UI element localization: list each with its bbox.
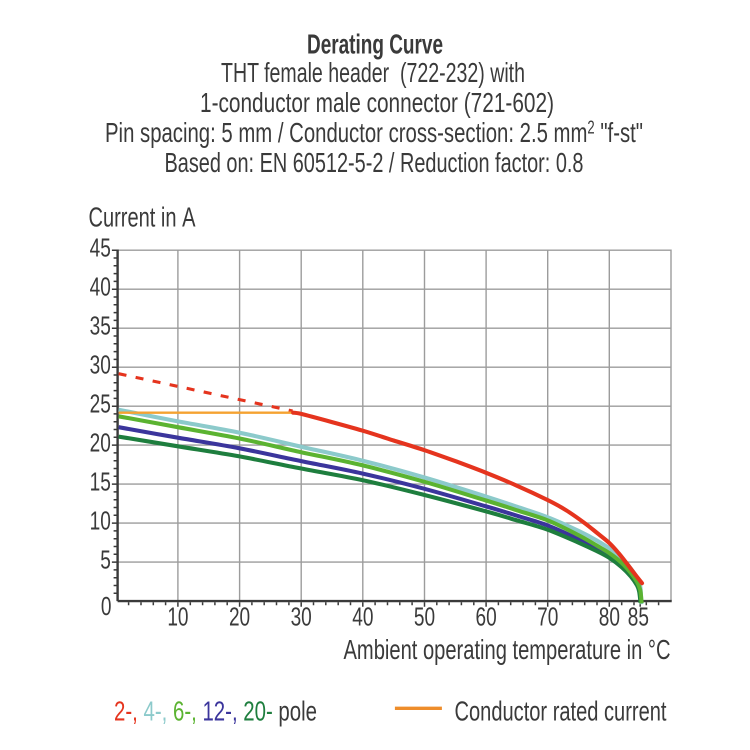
svg-text:60: 60 [475, 603, 496, 631]
svg-text:10: 10 [167, 603, 188, 631]
svg-text:15: 15 [90, 469, 111, 497]
svg-text:40: 40 [352, 603, 373, 631]
svg-text:50: 50 [414, 603, 435, 631]
svg-text:20: 20 [90, 430, 111, 458]
svg-text:70: 70 [537, 603, 558, 631]
svg-text:80: 80 [599, 603, 620, 631]
svg-text:2-, 4-, 6-, 12-, 20- pole: 2-, 4-, 6-, 12-, 20- pole [114, 695, 317, 726]
svg-text:85: 85 [628, 603, 649, 631]
svg-text:Derating Curve: Derating Curve [307, 28, 443, 59]
svg-text:Conductor rated current: Conductor rated current [455, 695, 667, 726]
svg-text:Current in A: Current in A [89, 201, 196, 232]
svg-text:20: 20 [229, 603, 250, 631]
svg-text:1-conductor male connector (72: 1-conductor male connector (721-602) [200, 87, 554, 118]
svg-text:45: 45 [90, 235, 111, 263]
svg-text:40: 40 [90, 274, 111, 302]
svg-text:Based on: EN 60512-5-2 / Reduc: Based on: EN 60512-5-2 / Reduction facto… [165, 147, 584, 178]
svg-text:30: 30 [291, 603, 312, 631]
svg-text:10: 10 [90, 508, 111, 536]
svg-text:THT female header (722-232) w: THT female header (722-232) with [221, 57, 525, 88]
svg-text:Pin spacing: 5 mm / Conductor: Pin spacing: 5 mm / Conductor cross-sect… [105, 117, 643, 148]
svg-text:25: 25 [90, 391, 111, 419]
svg-text:0: 0 [101, 593, 112, 621]
svg-text:35: 35 [90, 313, 111, 341]
svg-text:Ambient operating temperature: Ambient operating temperature in °C [344, 634, 671, 665]
svg-text:30: 30 [90, 352, 111, 380]
svg-text:5: 5 [100, 547, 111, 575]
